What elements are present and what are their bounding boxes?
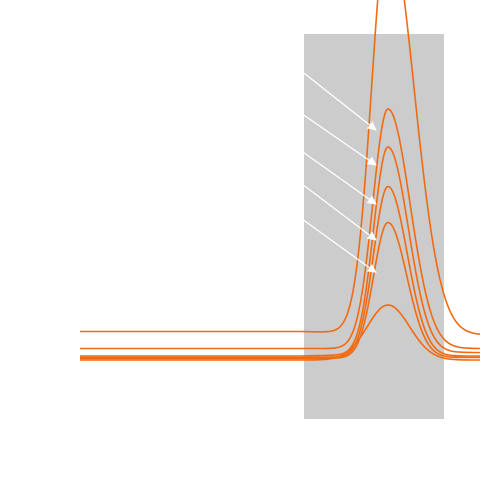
series-group (80, 0, 481, 361)
series-line-5 (80, 221, 480, 360)
arrow-group (299, 69, 377, 274)
series-line-1 (80, 0, 481, 335)
annotation-arrow-5 (299, 181, 377, 241)
annotation-arrow-6 (299, 216, 377, 274)
annotation-arrow-4 (299, 149, 377, 205)
annotation-arrow-2 (299, 69, 377, 131)
series-line-3 (80, 146, 480, 357)
series-line-4 (80, 185, 480, 359)
series-line-2 (80, 108, 480, 350)
annotation-arrow-3 (299, 111, 377, 166)
series-line-6 (80, 304, 480, 361)
